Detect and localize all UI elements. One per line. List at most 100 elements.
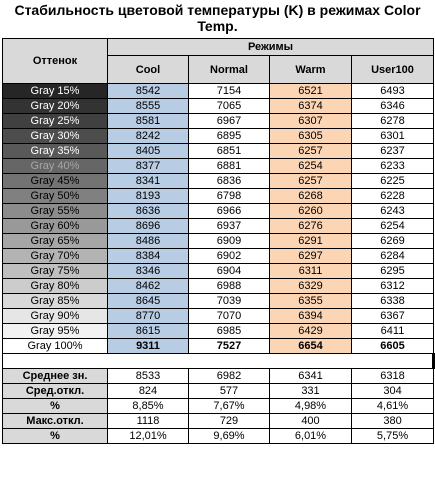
shade-label: Gray 90% [2, 308, 108, 324]
stat-value: 304 [350, 383, 435, 399]
shade-label: Gray 35% [2, 143, 108, 159]
value-cell: 7154 [188, 83, 270, 99]
value-cell: 8770 [107, 308, 189, 324]
value-cell: 6295 [350, 263, 435, 279]
value-cell: 6355 [269, 293, 352, 309]
value-cell: 6985 [188, 323, 270, 339]
value-cell: 6329 [269, 278, 352, 294]
value-cell: 6284 [350, 248, 435, 264]
value-cell: 6881 [188, 158, 270, 174]
value-cell: 6243 [350, 203, 435, 219]
stat-value: 9,69% [188, 428, 270, 444]
value-cell: 6276 [269, 218, 352, 234]
value-cell: 6967 [188, 113, 270, 129]
stat-value: 6,01% [269, 428, 352, 444]
value-cell: 6966 [188, 203, 270, 219]
value-cell: 8645 [107, 293, 189, 309]
stats-row: % 8,85% 7,67% 4,98% 4,61% [2, 398, 435, 414]
stat-value: 400 [269, 413, 352, 429]
value-cell: 6257 [269, 173, 352, 189]
value-cell: 6429 [269, 323, 352, 339]
value-cell: 7527 [188, 338, 270, 354]
value-cell: 6260 [269, 203, 352, 219]
value-cell: 6374 [269, 98, 352, 114]
shade-label: Gray 40% [2, 158, 108, 174]
value-cell: 6654 [269, 338, 352, 354]
value-cell: 6521 [269, 83, 352, 99]
stat-value: 331 [269, 383, 352, 399]
value-cell: 6909 [188, 233, 270, 249]
stat-label: % [2, 428, 108, 444]
table-row: Gray 25% 8581 6967 6307 6278 [2, 113, 435, 129]
value-cell: 6851 [188, 143, 270, 159]
stat-value: 1118 [107, 413, 189, 429]
value-cell: 6988 [188, 278, 270, 294]
data-rows: Gray 15% 8542 7154 6521 6493 Gray 20% 8555 7065… [2, 83, 435, 354]
value-cell: 6233 [350, 158, 435, 174]
stat-value: 6318 [350, 368, 435, 384]
table-title: Стабильность цветовой температуры (K) в … [14, 2, 421, 34]
shade-header: Оттенок [2, 38, 108, 84]
stats-rows: Среднее зн. 8533 6982 6341 6318 Сред.откл. 824… [2, 353, 435, 444]
stat-value: 4,98% [269, 398, 352, 414]
stat-value: 8533 [107, 368, 189, 384]
shade-label: Gray 85% [2, 293, 108, 309]
table-row: Gray 65% 8486 6909 6291 6269 [2, 233, 435, 249]
table-row: Gray 90% 8770 7070 6394 6367 [2, 308, 435, 324]
value-cell: 6493 [350, 83, 435, 99]
value-cell: 7065 [188, 98, 270, 114]
value-cell: 8193 [107, 188, 189, 204]
stat-value: 4,61% [350, 398, 435, 414]
value-cell: 6338 [350, 293, 435, 309]
value-cell: 8242 [107, 128, 189, 144]
shade-label: Gray 15% [2, 83, 108, 99]
value-cell: 8346 [107, 263, 189, 279]
table-row: Gray 20% 8555 7065 6374 6346 [2, 98, 435, 114]
shade-label: Gray 70% [2, 248, 108, 264]
stat-value: 577 [188, 383, 270, 399]
value-cell: 6902 [188, 248, 270, 264]
shade-label: Gray 30% [2, 128, 108, 144]
value-cell: 6225 [350, 173, 435, 189]
col-header-cool: Cool [107, 55, 189, 84]
shade-label: Gray 65% [2, 233, 108, 249]
value-cell: 6394 [269, 308, 352, 324]
value-cell: 6305 [269, 128, 352, 144]
value-cell: 6798 [188, 188, 270, 204]
shade-label: Gray 55% [2, 203, 108, 219]
value-cell: 8486 [107, 233, 189, 249]
value-cell: 9311 [107, 338, 189, 354]
value-cell: 6346 [350, 98, 435, 114]
stat-label: Среднее зн. [2, 368, 108, 384]
stat-value: 12,01% [107, 428, 189, 444]
stat-value: 729 [188, 413, 270, 429]
value-cell: 6307 [269, 113, 352, 129]
stat-value: 7,67% [188, 398, 270, 414]
shade-label: Gray 50% [2, 188, 108, 204]
value-cell: 6254 [269, 158, 352, 174]
stat-value: 8,85% [107, 398, 189, 414]
value-cell: 6937 [188, 218, 270, 234]
value-cell: 7039 [188, 293, 270, 309]
value-cell: 8636 [107, 203, 189, 219]
table-row: Gray 55% 8636 6966 6260 6243 [2, 203, 435, 219]
table-row: Gray 60% 8696 6937 6276 6254 [2, 218, 435, 234]
value-cell: 8581 [107, 113, 189, 129]
shade-label: Gray 95% [2, 323, 108, 339]
value-cell: 6367 [350, 308, 435, 324]
value-cell: 8405 [107, 143, 189, 159]
stats-row: Сред.откл. 824 577 331 304 [2, 383, 435, 399]
shade-label: Gray 100% [2, 338, 108, 354]
table-row: Gray 45% 8341 6836 6257 6225 [2, 173, 435, 189]
stat-value: 6341 [269, 368, 352, 384]
table-row: Gray 85% 8645 7039 6355 6338 [2, 293, 435, 309]
value-cell: 7070 [188, 308, 270, 324]
table-row: Gray 50% 8193 6798 6268 6228 [2, 188, 435, 204]
col-header-warm: Warm [269, 55, 352, 84]
table-row: Gray 40% 8377 6881 6254 6233 [2, 158, 435, 174]
value-cell: 6228 [350, 188, 435, 204]
value-cell: 6237 [350, 143, 435, 159]
value-cell: 6301 [350, 128, 435, 144]
table-row: Gray 35% 8405 6851 6257 6237 [2, 143, 435, 159]
table-row: Gray 95% 8615 6985 6429 6411 [2, 323, 435, 339]
